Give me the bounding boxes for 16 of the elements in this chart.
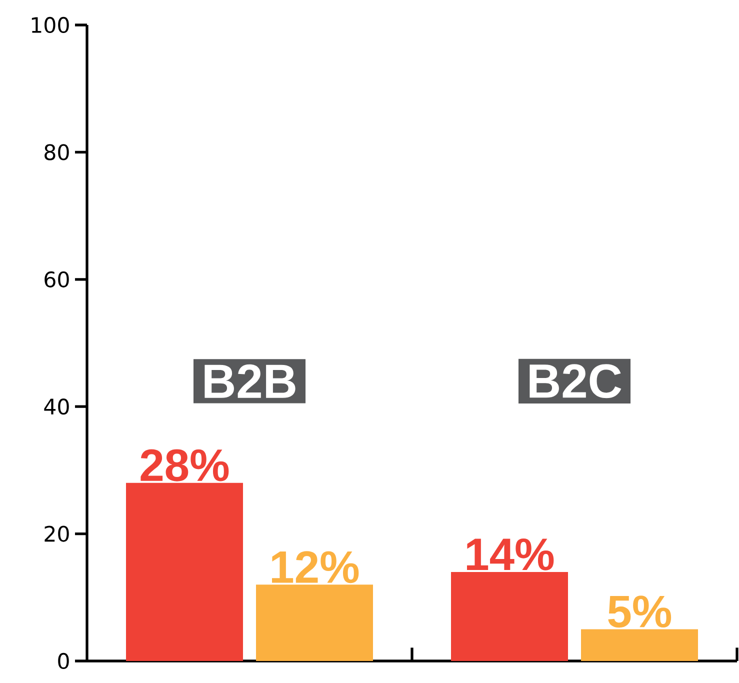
y-tick-label: 40 <box>44 398 69 415</box>
bar <box>451 572 568 661</box>
y-tick-label: 100 <box>32 16 69 34</box>
data-label: 5% <box>608 596 672 628</box>
y-tick-label: 0 <box>58 652 69 670</box>
y-tick-label: 60 <box>44 271 69 288</box>
bar <box>126 482 243 661</box>
x-tick-label: B2B <box>204 364 296 398</box>
data-label: 28% <box>140 449 229 482</box>
data-label: 12% <box>272 551 359 584</box>
bar <box>256 584 373 661</box>
y-tick-label: 80 <box>44 144 69 160</box>
y-tick-label: 20 <box>44 526 69 542</box>
data-label: 14% <box>467 538 554 570</box>
x-tick-label: B2C <box>530 364 622 398</box>
bar <box>581 629 698 661</box>
